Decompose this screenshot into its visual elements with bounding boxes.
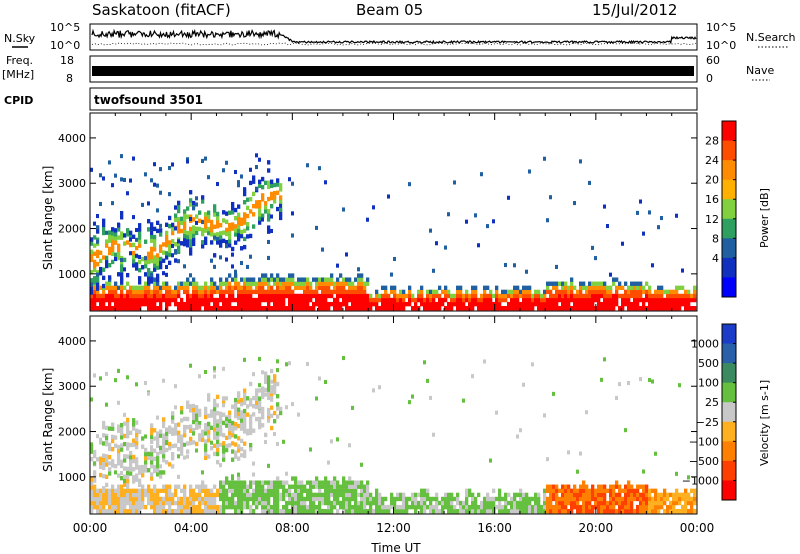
colorbar-tick-label: 24 <box>705 154 719 167</box>
colorbar-segment <box>722 238 736 259</box>
colorbar-segment <box>722 363 736 384</box>
colorbar-tick-label: 100 <box>698 377 719 390</box>
x-tick-label: 00:00 <box>680 521 715 535</box>
colorbar-segment <box>722 140 736 161</box>
power-data <box>90 153 697 311</box>
y-tick-label: 2000 <box>58 223 86 236</box>
colorbar-segment <box>722 480 736 501</box>
y-tick-label: 3000 <box>58 177 86 190</box>
colorbar-segment <box>722 402 736 423</box>
x-axis-label: Time UT <box>370 541 421 554</box>
colorbar-tick-label: 16 <box>705 193 719 206</box>
nsearch-tick-bottom: 10^0 <box>706 39 736 52</box>
x-tick-label: 04:00 <box>174 521 209 535</box>
colorbar-tick-label: 8 <box>712 232 719 245</box>
cpid-label: CPID <box>4 94 33 107</box>
colorbar-segment <box>722 160 736 181</box>
freq-tick-top: 18 <box>60 54 74 67</box>
x-tick-label: 20:00 <box>579 521 614 535</box>
colorbar-segment <box>722 382 736 403</box>
freq-strip: Freq. [MHz] 18 8 60 0 Nave <box>2 54 774 85</box>
colorbar-tick-label: 25 <box>705 396 719 409</box>
colorbar-tick-label: 12 <box>705 213 719 226</box>
y-tick-label: 4000 <box>58 335 86 348</box>
colorbar-segment <box>722 441 736 462</box>
nsearch-tick-top: 10^5 <box>706 21 736 34</box>
station-title: Saskatoon (fitACF) <box>92 1 231 19</box>
colorbar-tick-label: 28 <box>705 135 719 148</box>
colorbar-tick-label: −1000 <box>682 474 719 487</box>
colorbar-segment <box>722 257 736 278</box>
power-ylabel: Slant Range [km] <box>41 166 55 270</box>
colorbar-segment <box>722 199 736 220</box>
velocity-data <box>90 355 697 514</box>
nave-label: Nave <box>746 64 774 77</box>
velocity-colorbar: 1000 500 100 25 −25 −100 −500 −1000 <box>682 323 737 501</box>
velocity-ylabel: Slant Range [km] <box>41 368 55 472</box>
nsky-label: N.Sky <box>4 32 36 45</box>
freq-label: Freq. <box>6 54 33 67</box>
cpid-strip: CPID twofsound 3501 <box>4 87 698 111</box>
colorbar-tick-label: 500 <box>698 357 719 370</box>
velocity-colorbar-label: Velocity [m s-1] <box>758 380 771 466</box>
colorbar-segment <box>722 343 736 364</box>
colorbar-tick-label: 20 <box>705 174 719 187</box>
colorbar-tick-label: −500 <box>689 455 719 468</box>
power-panel <box>89 112 698 312</box>
nave-tick-bottom: 0 <box>706 72 713 85</box>
colorbar-segment <box>722 277 736 298</box>
x-tick-label: 00:00 <box>73 521 108 535</box>
y-tick-label: 2000 <box>58 426 86 439</box>
nsearch-trace <box>91 42 697 46</box>
nsearch-label: N.Search <box>746 31 796 44</box>
cpid-value: twofsound 3501 <box>94 93 203 107</box>
beam-title: Beam 05 <box>356 1 423 19</box>
x-tick-label: 12:00 <box>376 521 411 535</box>
colorbar-tick-label: 1000 <box>691 338 719 351</box>
date-title: 15/Jul/2012 <box>592 1 677 19</box>
freq-trace <box>92 66 694 76</box>
axes: 1000 2000 3000 4000 1000 2000 3000 4000 00:00 04:… <box>58 113 714 535</box>
power-colorbar: 28 24 20 16 12 8 4 <box>705 120 737 298</box>
colorbar-segment <box>722 460 736 481</box>
colorbar-segment <box>722 324 736 345</box>
y-tick-label: 1000 <box>58 471 86 484</box>
nsky-tick-bottom: 10^0 <box>50 39 80 52</box>
colorbar-segment <box>722 218 736 239</box>
power-colorbar-label: Power [dB] <box>758 188 771 248</box>
freq-unit-label: [MHz] <box>2 68 34 81</box>
nsky-trace <box>91 28 697 45</box>
colorbar-segment <box>722 121 736 142</box>
y-tick-label: 4000 <box>58 132 86 145</box>
y-tick-label: 1000 <box>58 268 86 281</box>
y-tick-label: 3000 <box>58 380 86 393</box>
x-tick-label: 08:00 <box>275 521 310 535</box>
nsky-strip: N.Sky 10^5 10^0 10^5 10^0 N.Search <box>4 21 796 52</box>
colorbar-segment <box>722 421 736 442</box>
nsky-tick-top: 10^5 <box>50 21 80 34</box>
colorbar-tick-label: −100 <box>689 435 719 448</box>
velocity-panel <box>89 315 698 515</box>
nave-tick-top: 60 <box>706 54 720 67</box>
colorbar-tick-label: 4 <box>712 252 719 265</box>
colorbar-tick-label: −25 <box>696 416 719 429</box>
colorbar-segment <box>722 179 736 200</box>
freq-tick-bottom: 8 <box>66 72 73 85</box>
x-tick-label: 16:00 <box>477 521 512 535</box>
